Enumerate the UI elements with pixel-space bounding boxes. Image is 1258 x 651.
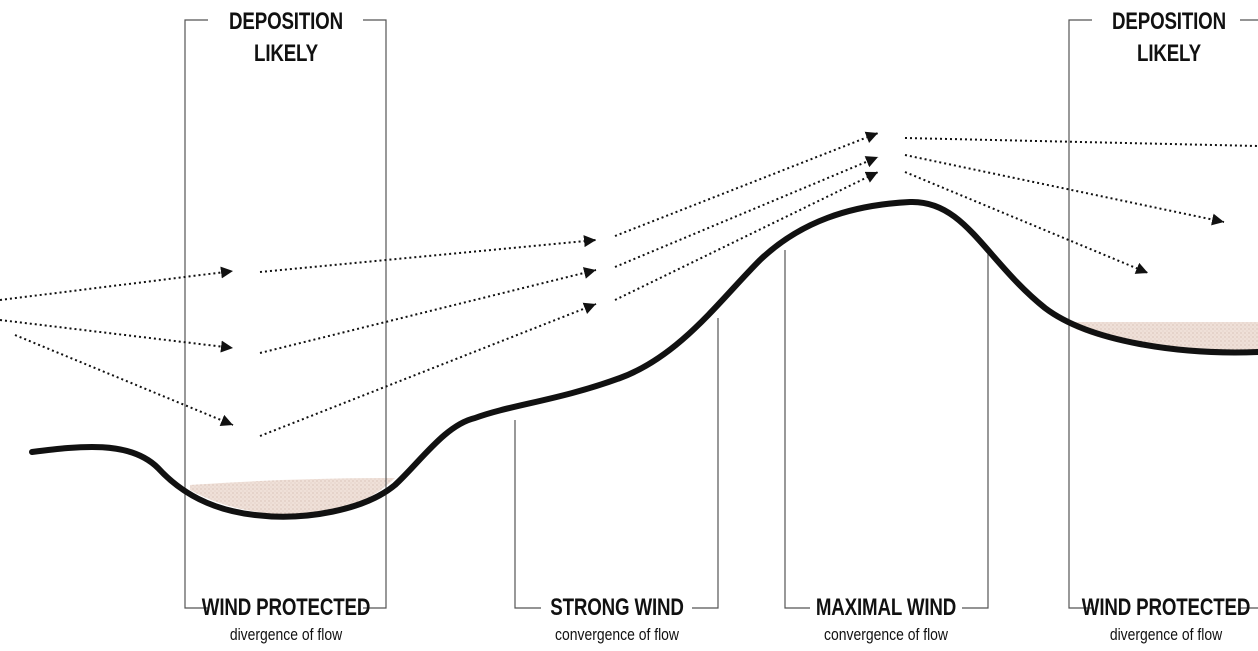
zone-title-strong-wind: STRONG WIND [550,594,684,621]
wind-arrow-10 [904,137,1258,147]
zone-title-maximal-wind: MAXIMAL WIND [815,594,957,621]
wind-arrow-5 [259,267,597,354]
wind-arrow-2 [0,319,234,353]
wind-arrow-7 [614,131,879,237]
bracket-maximal-wind [784,250,989,609]
zone-sub-wind-protected-right: divergence of flow [1109,625,1223,644]
terrain-profile [29,198,1258,520]
wind-arrow-4 [259,235,597,273]
bracket-left-protected [184,19,387,609]
wind-arrow-6 [259,302,597,437]
wind-arrow-3 [14,334,234,426]
wind-arrow-12 [904,171,1149,274]
wind-arrow-11 [904,154,1225,226]
deposit-area-right [1068,322,1258,355]
bracket-right-protected [1068,19,1258,609]
wind-arrow-9 [614,171,879,301]
zone-sub-wind-protected-left: divergence of flow [229,625,343,644]
deposition-label-left-line2: LIKELY [254,40,318,67]
wind-arrow-1 [0,266,234,301]
zone-sub-maximal-wind: convergence of flow [824,625,948,644]
deposition-label-right-line1: DEPOSITION [1112,8,1226,35]
wind-arrows [0,131,1258,437]
zone-sub-strong-wind: convergence of flow [555,625,679,644]
deposit-area-left [190,478,395,515]
deposition-label-left-line1: DEPOSITION [229,8,343,35]
zone-title-wind-protected-left: WIND PROTECTED [201,594,371,621]
deposition-label-right-line2: LIKELY [1137,40,1201,67]
bracket-strong-wind [514,318,719,609]
zone-title-wind-protected-right: WIND PROTECTED [1081,594,1251,621]
